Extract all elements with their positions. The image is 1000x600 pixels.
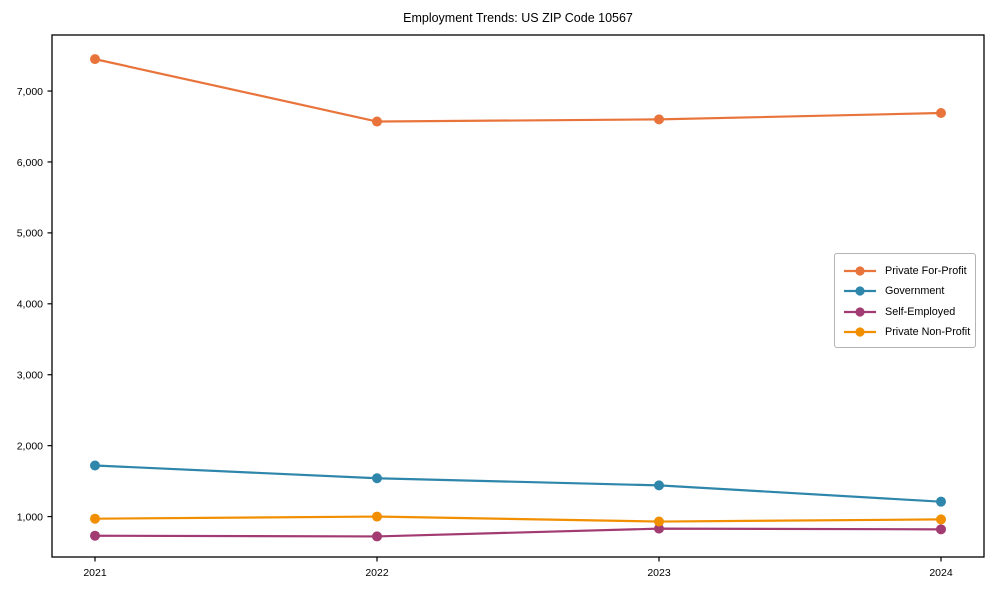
data-point [936, 524, 946, 535]
y-tick-label: 3,000 [17, 370, 43, 382]
legend-label: Self-Employed [885, 305, 956, 318]
data-point [90, 530, 100, 541]
data-point [372, 511, 382, 522]
legend-label: Private For-Profit [885, 264, 967, 277]
y-tick-label: 4,000 [17, 299, 43, 311]
data-point [654, 114, 664, 125]
legend-label: Private Non-Profit [885, 326, 971, 339]
data-point [90, 54, 100, 65]
legend-swatch-icon [844, 307, 876, 317]
data-point [654, 516, 664, 527]
legend-label: Government [885, 285, 945, 298]
data-point [372, 531, 382, 542]
data-point [90, 460, 100, 471]
series-line-2 [93, 527, 943, 538]
data-point [936, 514, 946, 525]
legend-item: Private For-Profit [843, 262, 967, 279]
x-tick-label: 2023 [647, 567, 671, 579]
legend: Private For-Profit Government Self-Employe… [834, 253, 976, 348]
y-tick-label: 7,000 [17, 86, 43, 98]
legend-marker [855, 265, 865, 276]
x-tick-label: 2021 [83, 567, 107, 579]
legend-marker [855, 286, 865, 296]
legend-item: Private Non-Profit [843, 324, 971, 341]
chart-title: Employment Trends: US ZIP Code 10567 [403, 11, 633, 25]
data-point [654, 480, 664, 491]
data-point [372, 116, 382, 127]
y-tick-label: 6,000 [17, 157, 43, 169]
data-point [372, 473, 382, 484]
legend-swatch-icon [844, 265, 876, 276]
y-tick-label: 2,000 [17, 440, 43, 452]
data-point [654, 523, 664, 534]
x-tick-label: 2024 [929, 567, 953, 579]
x-tick-label: 2022 [365, 567, 389, 579]
legend-swatch-icon [844, 286, 876, 296]
legend-marker [855, 327, 865, 338]
legend-item: Government [843, 283, 967, 300]
plot-border [51, 34, 985, 558]
data-point [936, 496, 946, 507]
series-line-1 [93, 464, 943, 503]
data-point [90, 513, 100, 524]
series-line-3 [93, 515, 943, 523]
legend-marker [855, 307, 865, 317]
legend-swatch-icon [844, 327, 876, 338]
data-point [936, 108, 946, 119]
y-tick-label: 5,000 [17, 228, 43, 240]
series-line-0 [93, 58, 943, 123]
legend-item: Self-Employed [843, 303, 967, 320]
y-tick-label: 1,000 [17, 511, 43, 523]
